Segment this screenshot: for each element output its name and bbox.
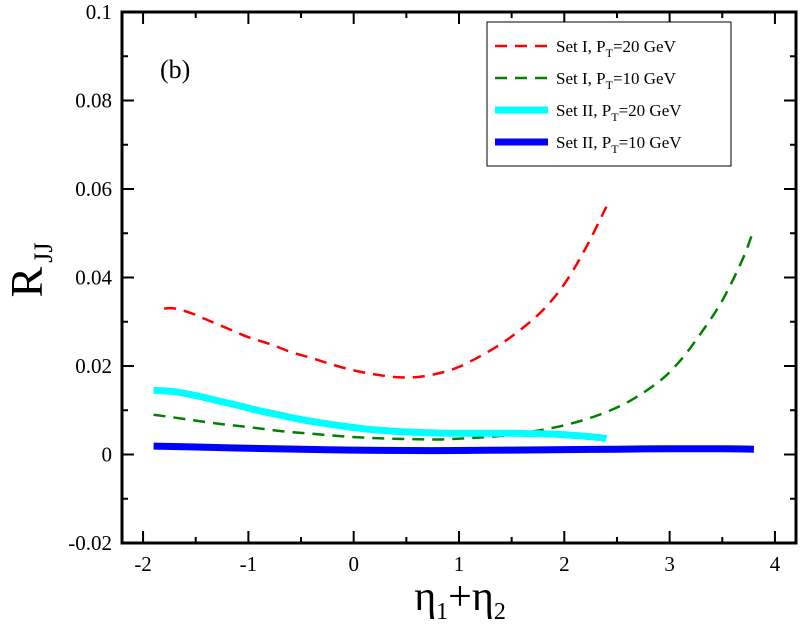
legend: Set I, PT=20 GeV Set I, PT=10 GeV Set II, … xyxy=(486,21,732,167)
x-tick-label: -2 xyxy=(134,552,152,576)
x-axis-title-eta1: η xyxy=(414,574,436,620)
y-tick-label: -0.02 xyxy=(68,531,112,555)
x-tick-label: 2 xyxy=(559,552,570,576)
y-axis-title-main: R xyxy=(1,266,52,297)
x-axis-title: η1+η2 xyxy=(414,574,506,624)
x-axis-title-sub2: 2 xyxy=(494,599,506,624)
x-axis-title-sub1: 1 xyxy=(436,599,448,624)
series-line-2 xyxy=(153,228,756,441)
y-tick-label: 0.06 xyxy=(75,177,112,201)
y-tick-label: 0.04 xyxy=(75,266,112,290)
y-tick-label: 0.08 xyxy=(75,89,112,113)
series-line-1 xyxy=(164,206,608,379)
legend-label-1: Set I, PT=20 GeV xyxy=(556,37,677,60)
legend-label-4: Set II, PT=10 GeV xyxy=(556,133,682,156)
panel-label: (b) xyxy=(160,55,190,84)
plot-frame xyxy=(120,10,798,545)
legend-label-3: Set II, PT=20 GeV xyxy=(556,101,682,124)
y-axis-title-sub: JJ xyxy=(29,243,58,263)
legend-label-2: Set I, PT=10 GeV xyxy=(556,69,677,92)
x-tick-label: 4 xyxy=(770,552,781,576)
y-tick-label: 0.02 xyxy=(75,354,112,378)
x-axis-title-plus: + xyxy=(448,574,472,620)
series-line-4 xyxy=(153,442,754,455)
x-tick-label: 0 xyxy=(348,552,359,576)
y-tick-label: 0.1 xyxy=(86,0,112,24)
x-tick-label: -1 xyxy=(240,552,258,576)
series-layer xyxy=(153,206,756,455)
y-tick-label: 0 xyxy=(102,443,113,467)
x-axis-title-eta2: η xyxy=(472,574,494,620)
tick-labels: -2 -1 0 1 2 3 4 -0.02 0 0.02 0.04 0.06 0.08 0.1 xyxy=(68,0,780,576)
x-tick-label: 3 xyxy=(664,552,675,576)
y-axis-title: R JJ xyxy=(1,243,58,298)
series-line-3 xyxy=(153,386,608,443)
x-tick-label: 1 xyxy=(454,552,465,576)
